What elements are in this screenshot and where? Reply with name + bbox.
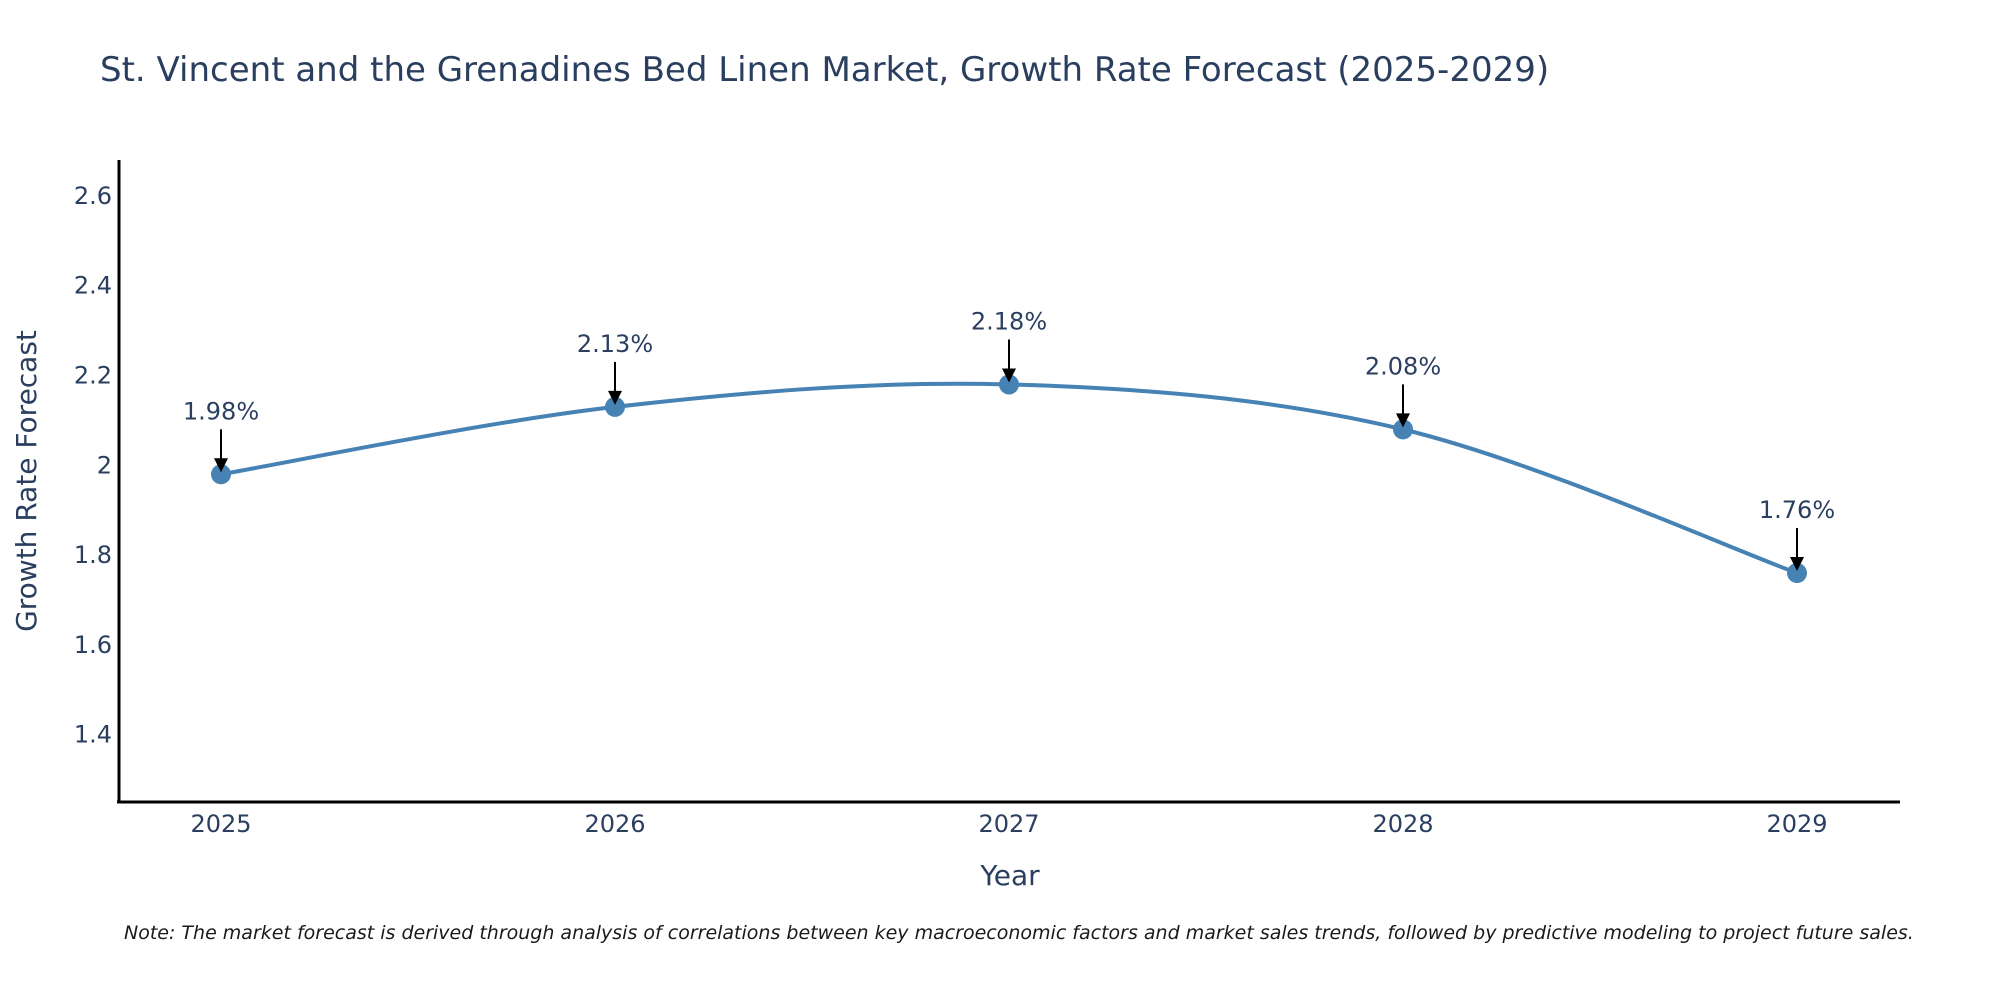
data-label: 2.18% (971, 307, 1047, 335)
data-label: 1.76% (1759, 496, 1835, 524)
annotation-arrow-head (214, 458, 228, 473)
data-point (999, 374, 1019, 395)
data-point (605, 396, 625, 417)
chart-title: St. Vincent and the Grenadines Bed Linen… (100, 50, 1549, 90)
x-tick-label: 2026 (584, 810, 645, 838)
data-annotations: 1.98% 2.13% 2.18% 2.08% 1.76% (183, 307, 1835, 572)
data-label: 1.98% (183, 397, 259, 425)
annotation-arrow-head (1002, 368, 1016, 383)
x-tick-label: 2029 (1766, 810, 1827, 838)
x-tick-label: 2028 (1372, 810, 1433, 838)
x-axis-ticks: 2025 2026 2027 2028 2029 (190, 810, 1827, 838)
y-tick-label: 1.6 (74, 631, 112, 659)
data-label: 2.08% (1365, 352, 1441, 380)
data-point (211, 464, 231, 485)
y-tick-label: 2.6 (74, 182, 112, 210)
annotation-arrow-head (608, 390, 622, 405)
annotation-arrow-head (1396, 413, 1410, 428)
y-tick-label: 2.2 (74, 361, 112, 389)
data-point (1393, 419, 1413, 440)
data-label: 2.13% (577, 330, 653, 358)
y-axis-ticks: 1.4 1.6 1.8 2 2.2 2.4 2.6 (74, 182, 112, 749)
annotation-arrow-head (1790, 557, 1804, 572)
y-tick-label: 2 (97, 451, 112, 479)
x-tick-label: 2025 (190, 810, 251, 838)
footnote: Note: The market forecast is derived thr… (124, 922, 1914, 944)
x-tick-label: 2027 (978, 810, 1039, 838)
y-tick-label: 2.4 (74, 272, 112, 300)
data-markers (211, 374, 1807, 584)
y-tick-label: 1.4 (74, 721, 112, 749)
series-line (220, 381, 1798, 575)
y-axis-title: Growth Rate Forecast (10, 330, 43, 632)
x-axis-title: Year (979, 859, 1040, 892)
y-tick-label: 1.8 (74, 541, 112, 569)
data-point (1787, 563, 1807, 584)
